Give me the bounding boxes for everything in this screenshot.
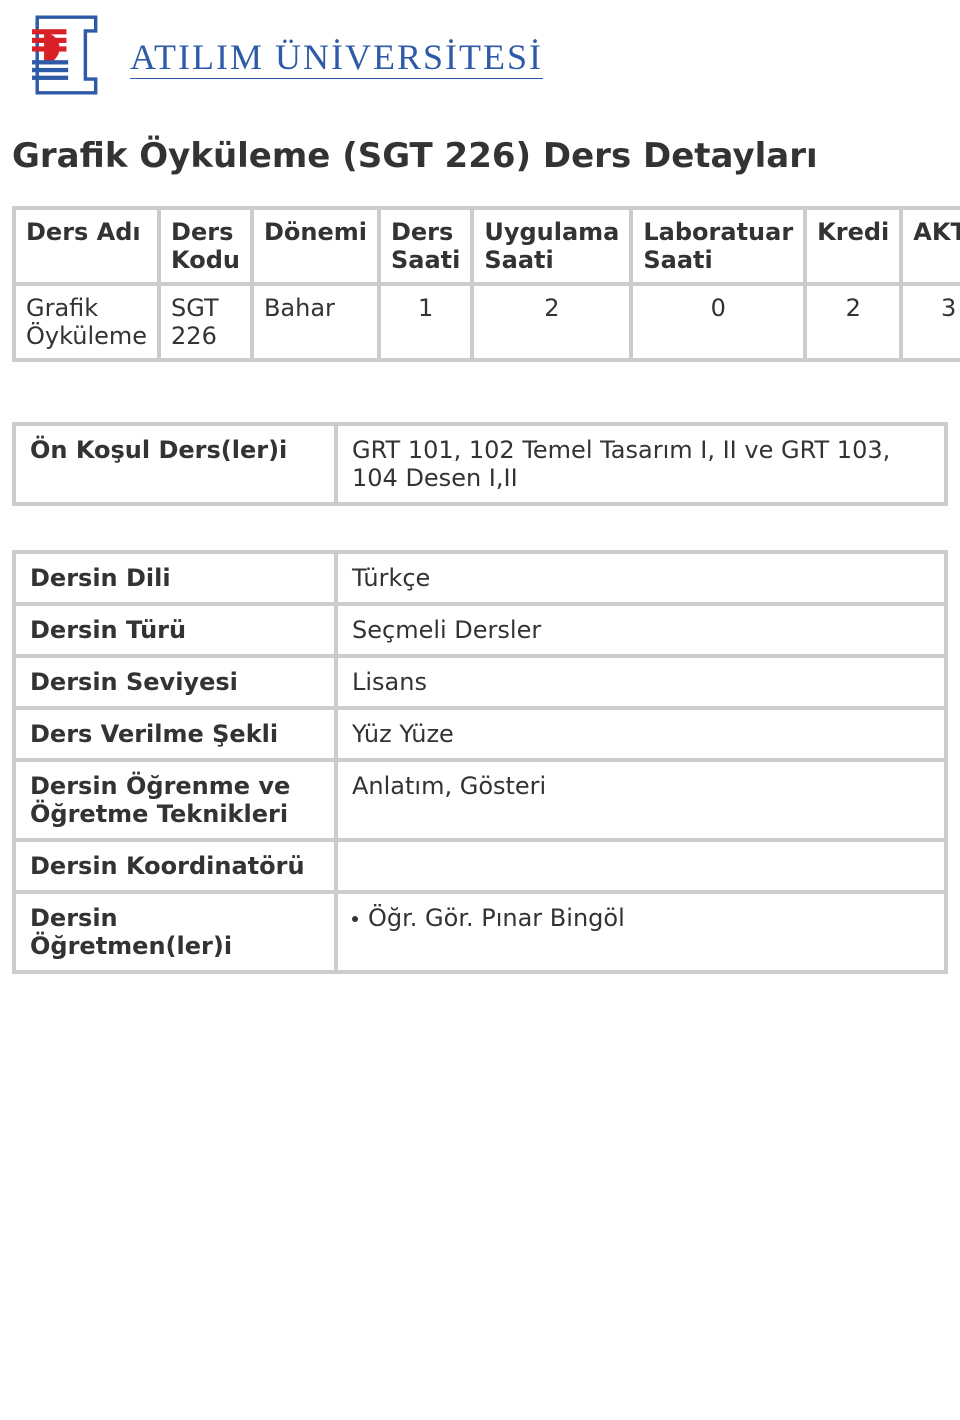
university-name: ATILIM ÜNİVERSİTESİ — [130, 36, 543, 79]
course-info-table: Dersin DiliTürkçeDersin TürüSeçmeli Ders… — [12, 550, 948, 974]
info-value: Seçmeli Dersler — [336, 604, 946, 656]
col-akts: AKTS — [901, 208, 960, 284]
info-label: Dersin Dili — [14, 552, 336, 604]
page-header: ATILIM ÜNİVERSİTESİ — [0, 0, 960, 112]
info-value: Anlatım, Gösteri — [336, 760, 946, 840]
table-row: Dersin Koordinatörü — [14, 840, 946, 892]
table-row: Ön Koşul Ders(ler)i GRT 101, 102 Temel T… — [14, 424, 946, 504]
info-value: Lisans — [336, 656, 946, 708]
cell-akts: 3 — [901, 284, 960, 360]
table-row: Grafik Öyküleme SGT 226 Bahar 1 2 0 2 3 — [14, 284, 960, 360]
cell-lab: 0 — [631, 284, 805, 360]
cell-credit: 2 — [805, 284, 901, 360]
table-row: Dersin Öğretmen(ler)i Öğr. Gör. Pınar Bin… — [14, 892, 946, 972]
page-title: Grafik Öyküleme (SGT 226) Ders Detayları — [0, 112, 960, 206]
info-value: Öğr. Gör. Pınar Bingöl — [336, 892, 946, 972]
prerequisite-table: Ön Koşul Ders(ler)i GRT 101, 102 Temel T… — [12, 422, 948, 506]
table-row: Dersin Öğrenme ve Öğretme TeknikleriAnla… — [14, 760, 946, 840]
info-label: Ders Verilme Şekli — [14, 708, 336, 760]
table-row: Dersin SeviyesiLisans — [14, 656, 946, 708]
cell-code: SGT 226 — [159, 284, 252, 360]
cell-name: Grafik Öyküleme — [14, 284, 159, 360]
cell-term: Bahar — [252, 284, 379, 360]
info-value-text: Öğr. Gör. Pınar Bingöl — [368, 904, 625, 932]
bullet-icon — [352, 916, 358, 922]
table-row: Dersin DiliTürkçe — [14, 552, 946, 604]
col-ders-saati: Ders Saati — [379, 208, 472, 284]
table-row: Ders Verilme ŞekliYüz Yüze — [14, 708, 946, 760]
info-label: Dersin Öğrenme ve Öğretme Teknikleri — [14, 760, 336, 840]
info-label: Dersin Seviyesi — [14, 656, 336, 708]
prereq-value: GRT 101, 102 Temel Tasarım I, II ve GRT … — [336, 424, 946, 504]
info-value — [336, 840, 946, 892]
prereq-label: Ön Koşul Ders(ler)i — [14, 424, 336, 504]
col-uygulama: Uygulama Saati — [472, 208, 631, 284]
info-label: Dersin Öğretmen(ler)i — [14, 892, 336, 972]
info-value: Türkçe — [336, 552, 946, 604]
university-logo — [20, 12, 130, 102]
col-kredi: Kredi — [805, 208, 901, 284]
cell-lecture: 1 — [379, 284, 472, 360]
col-ders-adi: Ders Adı — [14, 208, 159, 284]
course-summary-table: Ders Adı Ders Kodu Dönemi Ders Saati Uyg… — [12, 206, 960, 362]
cell-practice: 2 — [472, 284, 631, 360]
col-donemi: Dönemi — [252, 208, 379, 284]
info-label: Dersin Koordinatörü — [14, 840, 336, 892]
col-ders-kodu: Ders Kodu — [159, 208, 252, 284]
info-value: Yüz Yüze — [336, 708, 946, 760]
table-row: Dersin TürüSeçmeli Dersler — [14, 604, 946, 656]
info-label: Dersin Türü — [14, 604, 336, 656]
table-header-row: Ders Adı Ders Kodu Dönemi Ders Saati Uyg… — [14, 208, 960, 284]
col-lab: Laboratuar Saati — [631, 208, 805, 284]
